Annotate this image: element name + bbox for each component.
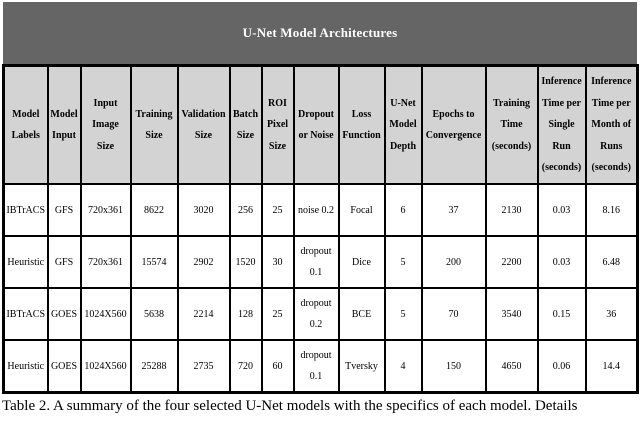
table-row: IBTrACS GFS 720x361 8622 3020 256 25 noise 0.2 F… — [2, 183, 639, 237]
table-cell: Focal — [337, 183, 386, 237]
header-row: Model Labels Model Input Input Image Size T… — [2, 64, 639, 185]
table-cell: 30 — [260, 235, 295, 289]
table-cell: 2130 — [484, 183, 539, 237]
column-header: Input Image Size — [79, 64, 132, 185]
table-cell: 8.16 — [584, 183, 639, 237]
table-cell: 14.4 — [584, 339, 639, 394]
column-header: Training Time (seconds) — [484, 64, 539, 185]
table-cell: 5638 — [129, 287, 179, 341]
column-header: Model Input — [46, 64, 82, 185]
column-header: Dropout or Noise — [292, 64, 340, 185]
table-cell: Heuristic — [2, 235, 49, 289]
table-cell: 256 — [228, 183, 263, 237]
table-cell: 25 — [260, 183, 295, 237]
column-header: Epochs to Convergence — [420, 64, 487, 185]
table-cell: GFS — [46, 235, 82, 289]
column-header: Inference Time per Single Run (seconds) — [536, 64, 587, 185]
table-cell: GFS — [46, 183, 82, 237]
table-cell: Dice — [337, 235, 386, 289]
table-cell: BCE — [337, 287, 386, 341]
table-cell: 5 — [383, 287, 423, 341]
table-cell: Tversky — [337, 339, 386, 394]
table-cell: 3020 — [176, 183, 231, 237]
column-header: Validation Size — [176, 64, 231, 185]
table-cell: 0.15 — [536, 287, 587, 341]
table-cell: 1520 — [228, 235, 263, 289]
table-cell: 6 — [383, 183, 423, 237]
table-cell: 2200 — [484, 235, 539, 289]
table-cell: dropout 0.2 — [292, 287, 340, 341]
table-cell: IBTrACS — [2, 287, 49, 341]
table-cell: GOES — [46, 339, 82, 394]
table-cell: 1024X560 — [79, 339, 132, 394]
table-cell: Heuristic — [2, 339, 49, 394]
table-cell: 37 — [420, 183, 487, 237]
table-cell: dropout 0.1 — [292, 235, 340, 289]
table-row: Heuristic GOES 1024X560 25288 2735 720 60 dropo… — [2, 339, 639, 394]
table-cell: 1024X560 — [79, 287, 132, 341]
table-cell: 0.03 — [536, 235, 587, 289]
table-cell: 2214 — [176, 287, 231, 341]
table-cell: 2735 — [176, 339, 231, 394]
table-cell: 720 — [228, 339, 263, 394]
table-cell: 720x361 — [79, 235, 132, 289]
table-caption: Table 2. A summary of the four selected … — [2, 398, 578, 414]
table-cell: 200 — [420, 235, 487, 289]
table-cell: 70 — [420, 287, 487, 341]
column-header: Loss Function — [337, 64, 386, 185]
table-cell: 0.06 — [536, 339, 587, 394]
table-cell: 36 — [584, 287, 639, 341]
table-cell: IBTrACS — [2, 183, 49, 237]
table-cell: 2902 — [176, 235, 231, 289]
table-cell: 8622 — [129, 183, 179, 237]
table-cell: noise 0.2 — [292, 183, 340, 237]
column-header: ROI Pixel Size — [260, 64, 295, 185]
table-title-bar: U-Net Model Architectures — [3, 2, 637, 64]
table-cell: 60 — [260, 339, 295, 394]
table-cell: 3540 — [484, 287, 539, 341]
table-row: IBTrACS GOES 1024X560 5638 2214 128 25 dropout … — [2, 287, 639, 341]
table-cell: 4 — [383, 339, 423, 394]
table-cell: 25 — [260, 287, 295, 341]
table-title: U-Net Model Architectures — [242, 25, 398, 40]
column-header: Model Labels — [2, 64, 49, 185]
table-cell: 5 — [383, 235, 423, 289]
table-cell: 4650 — [484, 339, 539, 394]
column-header: Batch Size — [228, 64, 263, 185]
table-cell: 25288 — [129, 339, 179, 394]
table-row: Heuristic GFS 720x361 15574 2902 1520 30 dropou… — [2, 235, 639, 289]
column-header: Training Size — [129, 64, 179, 185]
table-cell: 720x361 — [79, 183, 132, 237]
table-cell: 6.48 — [584, 235, 639, 289]
table-cell: GOES — [46, 287, 82, 341]
model-table: Model Labels Model Input Input Image Size T… — [2, 64, 639, 394]
table-cell: 0.03 — [536, 183, 587, 237]
table-header: Model Labels Model Input Input Image Size T… — [2, 64, 639, 185]
table-body: IBTrACS GFS 720x361 8622 3020 256 25 noise 0.2 F… — [2, 183, 639, 394]
column-header: U-Net Model Depth — [383, 64, 423, 185]
table-cell: dropout 0.1 — [292, 339, 340, 394]
table-cell: 15574 — [129, 235, 179, 289]
table-cell: 128 — [228, 287, 263, 341]
table-cell: 150 — [420, 339, 487, 394]
column-header: Inference Time per Month of Runs (second… — [584, 64, 639, 185]
